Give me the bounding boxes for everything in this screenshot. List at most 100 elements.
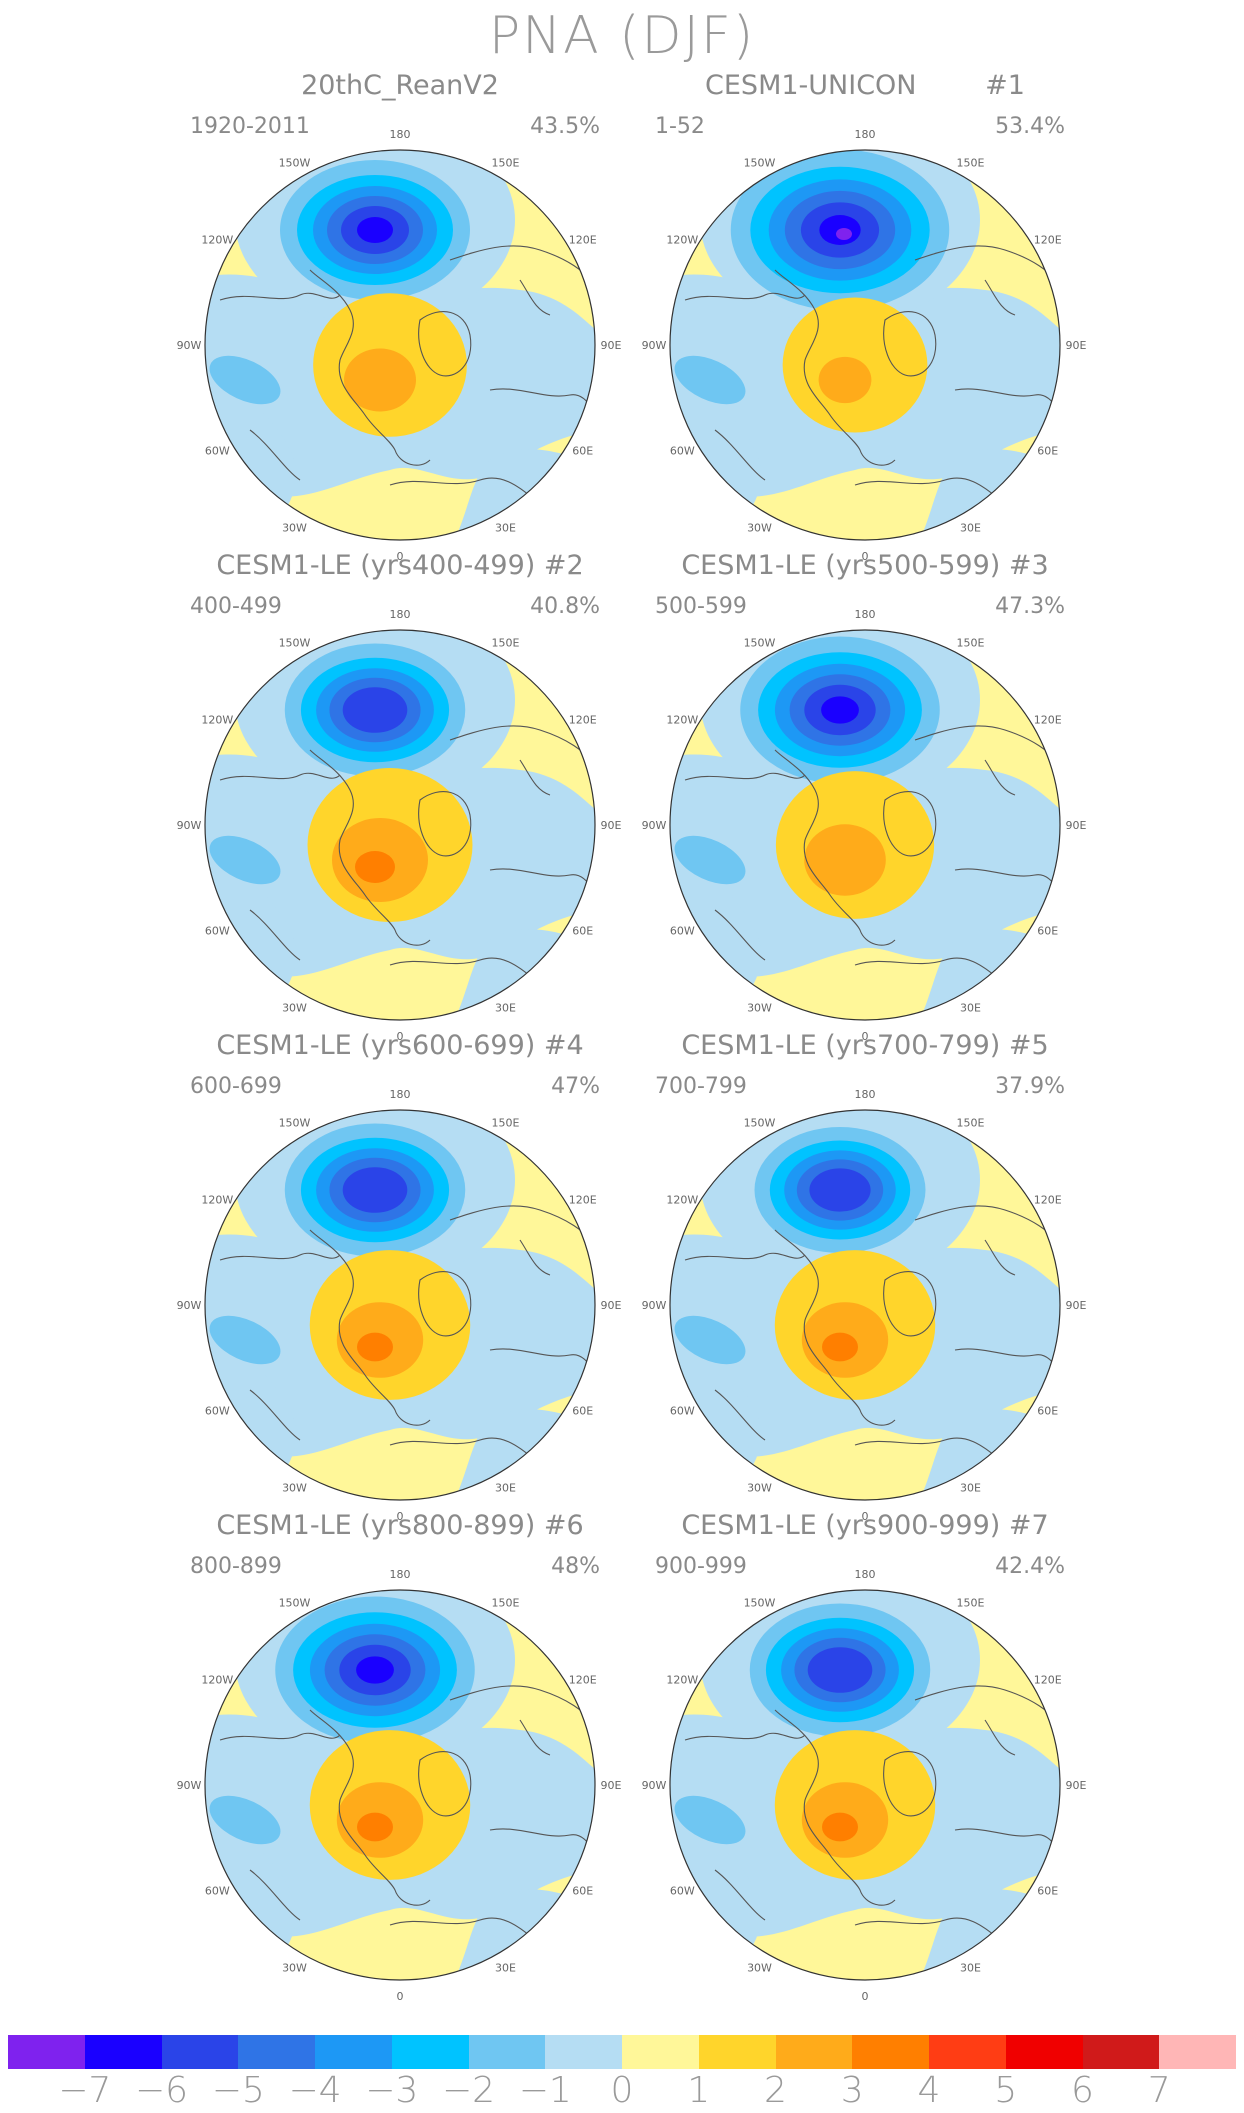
colorbar-tick-label: 6 [1071,2070,1094,2111]
lon-label: 120W [666,714,698,727]
colorbar-swatch [852,2035,929,2069]
lon-label: 90E [601,819,622,832]
lon-label: 90E [1066,339,1087,352]
panel-period: 400-499 [190,594,282,619]
lon-label: 120E [1034,1674,1062,1687]
panel-period: 600-699 [190,1074,282,1099]
lon-label: 120E [1034,1194,1062,1207]
colorbar-tick-label: 7 [1147,2070,1171,2111]
lon-label: 0 [862,1030,869,1043]
colorbar-swatch [1082,2035,1160,2069]
lon-label: 30W [282,1002,307,1015]
colorbar-tick-label: −4 [288,2070,342,2111]
lon-label: 60E [1037,925,1058,938]
lon-label: 0 [862,550,869,563]
lon-label: 180 [390,1088,411,1101]
lon-label: 30W [282,522,307,535]
colorbar-swatch [775,2035,853,2069]
lon-label: 120E [569,714,597,727]
lon-label: 60E [572,1405,593,1418]
lon-label: 30E [960,1482,981,1495]
lon-label: 180 [390,608,411,621]
panel-period: 1-52 [655,114,705,139]
colorbar-swatch [468,2035,546,2069]
lon-label: 180 [390,128,411,141]
lon-label: 150W [279,1116,311,1129]
lon-label: 0 [862,1990,869,2003]
lon-label: 90E [1066,819,1087,832]
lon-label: 60E [1037,1405,1058,1418]
lon-label: 150W [744,1596,776,1609]
colorbar-swatch [391,2035,469,2069]
colorbar-swatch [84,2035,162,2069]
lon-label: 30E [960,1002,981,1015]
lon-label: 90E [1066,1299,1087,1312]
lon-label: 90W [177,819,202,832]
colorbar-tick-label: −3 [365,2070,419,2111]
lon-label: 150E [957,1116,985,1129]
colorbar-tick-label: −2 [441,2070,496,2111]
lon-label: 60W [670,925,695,938]
lon-label: 120W [666,1674,698,1687]
lon-label: 150W [744,156,776,169]
lon-label: 30E [495,522,516,535]
lon-label: 120W [201,234,233,247]
colorbar-tick-label: −7 [58,2070,112,2111]
lon-label: 150E [492,1596,520,1609]
lon-label: 120W [201,1194,233,1207]
lon-label: 60W [205,1405,230,1418]
lon-label: 180 [855,1568,876,1581]
lon-label: 180 [855,608,876,621]
colorbar-swatch [1005,2035,1083,2069]
lon-label: 150W [279,156,311,169]
lon-label: 60E [1037,1885,1058,1898]
colorbar-swatch [1159,2035,1236,2069]
panel-title: CESM1-LE (yrs400-499) #2 [216,550,584,581]
lon-label: 90W [177,1779,202,1792]
lon-label: 120W [201,714,233,727]
lon-label: 90W [642,1779,667,1792]
lon-label: 0 [862,1510,869,1523]
polar-map: 180 150E 120E 90E 60E 30E 0 30W 60W 90W 120W 150W [642,1088,1087,1523]
colorbar-swatch [161,2035,239,2069]
colorbar-tick-label: 0 [610,2070,634,2111]
lon-label: 60E [572,925,593,938]
map-panel: CESM1-UNICON #1 1-52 53.4% 180 150E 120E 90E 60… [642,70,1087,563]
colorbar-swatch [929,2035,1006,2069]
colorbar-swatch [315,2035,392,2069]
lon-label: 180 [390,1568,411,1581]
lon-label: 60W [670,445,695,458]
lon-label: 0 [397,1990,404,2003]
lon-label: 60E [1037,445,1058,458]
lon-label: 60W [205,925,230,938]
lon-label: 150E [492,156,520,169]
map-panel: CESM1-LE (yrs500-599) #3 500-599 47.3% 180 1… [642,550,1087,1043]
lon-label: 30E [960,522,981,535]
polar-map: 180 150E 120E 90E 60E 30E 0 30W 60W 90W 120W 150W [177,608,622,1043]
panel-title: CESM1-LE (yrs800-899) #6 [216,1510,584,1541]
panel-title: CESM1-LE (yrs500-599) #3 [681,550,1049,581]
colorbar-swatch [698,2035,776,2069]
colorbar-swatch [622,2035,699,2069]
map-panel: CESM1-LE (yrs600-699) #4 600-699 47% 180 150… [177,1030,622,1523]
polar-map: 180 150E 120E 90E 60E 30E 0 30W 60W 90W 120W 150W [177,128,622,563]
panel-period: 900-999 [655,1554,747,1579]
lon-label: 90E [601,339,622,352]
lon-label: 30E [495,1002,516,1015]
lon-label: 120W [666,1194,698,1207]
colorbar-tick-label: −6 [134,2070,189,2111]
lon-label: 90W [642,339,667,352]
lon-label: 90W [642,1299,667,1312]
lon-label: 180 [855,1088,876,1101]
colorbar [8,2035,1236,2069]
panel-title: CESM1-LE (yrs700-799) #5 [681,1030,1049,1061]
lon-label: 0 [397,550,404,563]
panel-title: CESM1-LE (yrs900-999) #7 [681,1510,1049,1541]
panel-variance: 40.8% [530,594,600,619]
lon-label: 30W [747,1962,772,1975]
colorbar-tick-label: 4 [917,2070,941,2111]
map-panel: CESM1-LE (yrs800-899) #6 800-899 48% 180 150… [177,1510,622,2003]
colorbar-tick-label: 3 [840,2070,864,2111]
lon-label: 90W [177,1299,202,1312]
lon-label: 30W [282,1482,307,1495]
